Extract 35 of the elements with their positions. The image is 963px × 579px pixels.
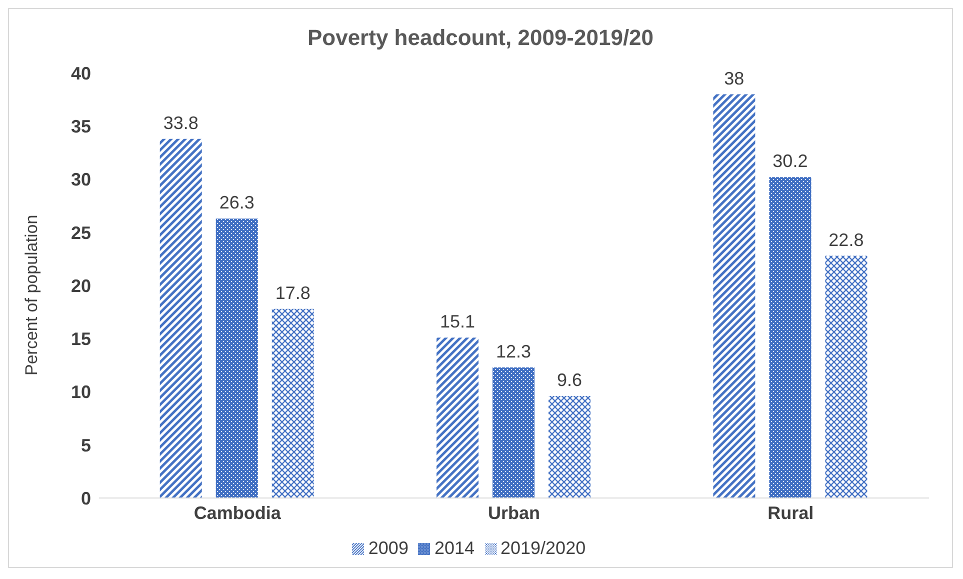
x-tick-label: Urban	[488, 502, 540, 523]
data-label: 26.3	[219, 192, 254, 213]
y-tick-label: 40	[70, 63, 91, 84]
data-label: 22.8	[828, 230, 864, 250]
legend-label: 2014	[434, 538, 474, 558]
bar	[492, 367, 535, 498]
data-label: 12.3	[496, 341, 532, 362]
y-tick-label: 25	[70, 222, 91, 243]
legend-label: 2019/2020	[500, 538, 586, 558]
bar	[769, 177, 812, 498]
bar	[825, 256, 868, 498]
x-tick-label: Rural	[768, 502, 814, 523]
data-label: 30.2	[772, 151, 808, 172]
data-label: 17.8	[275, 282, 310, 303]
data-label: 38	[724, 68, 744, 88]
y-tick-label: 30	[70, 170, 91, 190]
bar	[216, 218, 258, 498]
bar	[272, 308, 314, 498]
data-label: 33.8	[163, 112, 198, 133]
bar	[548, 396, 591, 498]
bar	[436, 338, 479, 498]
y-tick-label: 35	[70, 116, 91, 137]
x-tick-label: Cambodia	[194, 502, 282, 523]
legend-label: 2009	[368, 538, 408, 558]
y-tick-label: 10	[70, 382, 91, 402]
chart-title: Poverty headcount, 2009-2019/20	[306, 24, 655, 52]
bar	[160, 138, 202, 498]
data-label: 15.1	[440, 312, 476, 332]
y-tick-label: 0	[80, 488, 91, 508]
y-tick-label: 20	[70, 276, 91, 296]
y-tick-label: 5	[80, 435, 91, 456]
y-tick-label: 15	[70, 329, 91, 350]
y-axis-title: Percent of population	[22, 214, 42, 376]
bar	[713, 94, 756, 498]
data-label: 9.6	[557, 370, 582, 390]
